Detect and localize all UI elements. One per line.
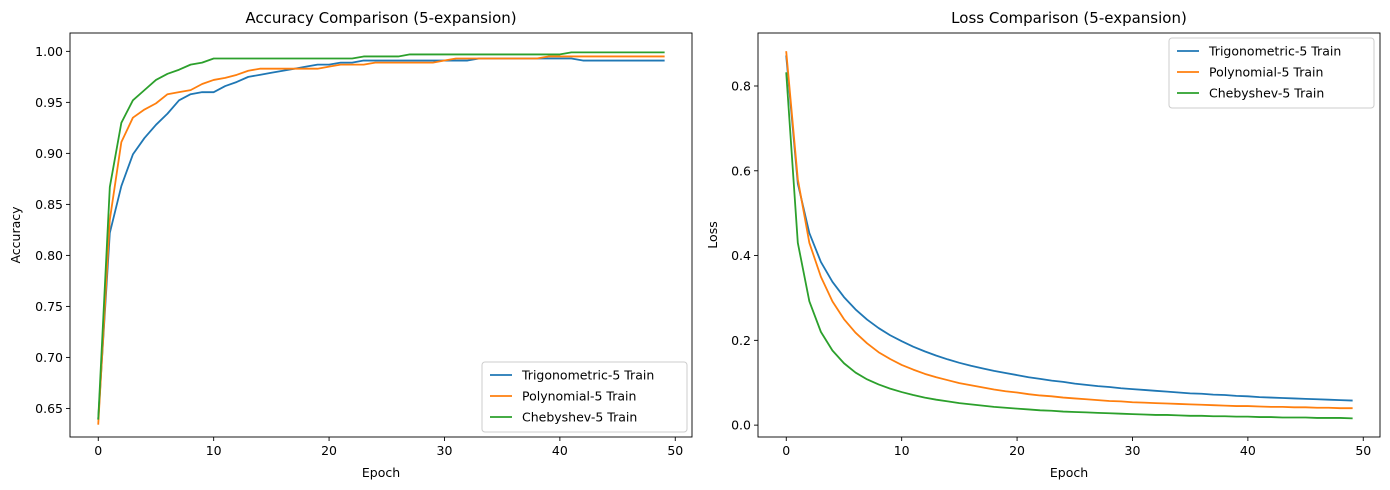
legend: Trigonometric-5 Train Polynomial-5 Train… bbox=[481, 361, 688, 433]
legend-box bbox=[1168, 37, 1375, 109]
series-line bbox=[97, 51, 665, 420]
y-tick-label: 0.95 bbox=[35, 95, 63, 110]
legend-box bbox=[481, 361, 688, 433]
x-tick-label: 40 bbox=[552, 443, 568, 458]
accuracy-chart: Accuracy Comparison (5-expansion) Epoch … bbox=[8, 9, 693, 480]
y-tick-label: 0.6 bbox=[731, 163, 751, 178]
legend: Trigonometric-5 Train Polynomial-5 Train… bbox=[1168, 37, 1375, 109]
legend-label: Chebyshev-5 Train bbox=[522, 410, 637, 425]
x-tick-label: 10 bbox=[894, 443, 910, 458]
legend-label: Polynomial-5 Train bbox=[1209, 65, 1323, 80]
y-axis-label: Loss bbox=[705, 221, 720, 248]
x-tick-label: 40 bbox=[1240, 443, 1256, 458]
series-line bbox=[785, 72, 1353, 420]
x-tick-label: 50 bbox=[667, 443, 683, 458]
plot-frame bbox=[757, 32, 1381, 438]
x-tick-label: 0 bbox=[782, 443, 790, 458]
y-tick-label: 0.0 bbox=[731, 418, 751, 433]
legend-label: Chebyshev-5 Train bbox=[1209, 86, 1324, 101]
x-tick-label: 20 bbox=[321, 443, 337, 458]
y-tick-label: 0.70 bbox=[35, 350, 63, 365]
y-ticks: 0.0 0.2 0.4 0.6 0.8 bbox=[731, 78, 758, 433]
series-line bbox=[97, 55, 665, 425]
x-axis-label: Epoch bbox=[1050, 465, 1088, 480]
y-tick-label: 0.80 bbox=[35, 248, 63, 263]
y-axis-label: Accuracy bbox=[8, 206, 23, 264]
x-tick-label: 10 bbox=[206, 443, 222, 458]
loss-chart: Loss Comparison (5-expansion) Epoch Loss… bbox=[705, 9, 1381, 480]
y-tick-label: 1.00 bbox=[35, 44, 63, 59]
x-tick-label: 30 bbox=[1125, 443, 1141, 458]
series-line bbox=[97, 57, 665, 420]
y-ticks: 0.65 0.70 0.75 0.80 0.85 0.90 0.95 1.00 bbox=[35, 44, 70, 416]
x-tick-label: 0 bbox=[94, 443, 102, 458]
series-line bbox=[785, 51, 1353, 410]
x-ticks: 0 10 20 30 40 50 bbox=[94, 437, 683, 458]
legend-label: Trigonometric-5 Train bbox=[1208, 44, 1341, 59]
y-tick-label: 0.75 bbox=[35, 299, 63, 314]
x-tick-label: 50 bbox=[1355, 443, 1371, 458]
legend-label: Trigonometric-5 Train bbox=[521, 368, 654, 383]
series-lines bbox=[97, 51, 665, 425]
y-tick-label: 0.8 bbox=[731, 78, 751, 93]
chart-title: Accuracy Comparison (5-expansion) bbox=[245, 9, 516, 27]
series-line bbox=[785, 55, 1353, 402]
x-ticks: 0 10 20 30 40 50 bbox=[782, 437, 1371, 458]
y-tick-label: 0.2 bbox=[731, 333, 751, 348]
plot-frame bbox=[69, 32, 693, 438]
y-tick-label: 0.90 bbox=[35, 146, 63, 161]
x-axis-label: Epoch bbox=[362, 465, 400, 480]
chart-title: Loss Comparison (5-expansion) bbox=[951, 9, 1187, 27]
x-tick-label: 30 bbox=[437, 443, 453, 458]
series-lines bbox=[785, 51, 1353, 420]
y-tick-label: 0.65 bbox=[35, 401, 63, 416]
legend-label: Polynomial-5 Train bbox=[522, 389, 636, 404]
y-tick-label: 0.85 bbox=[35, 197, 63, 212]
x-tick-label: 20 bbox=[1009, 443, 1025, 458]
y-tick-label: 0.4 bbox=[731, 248, 751, 263]
